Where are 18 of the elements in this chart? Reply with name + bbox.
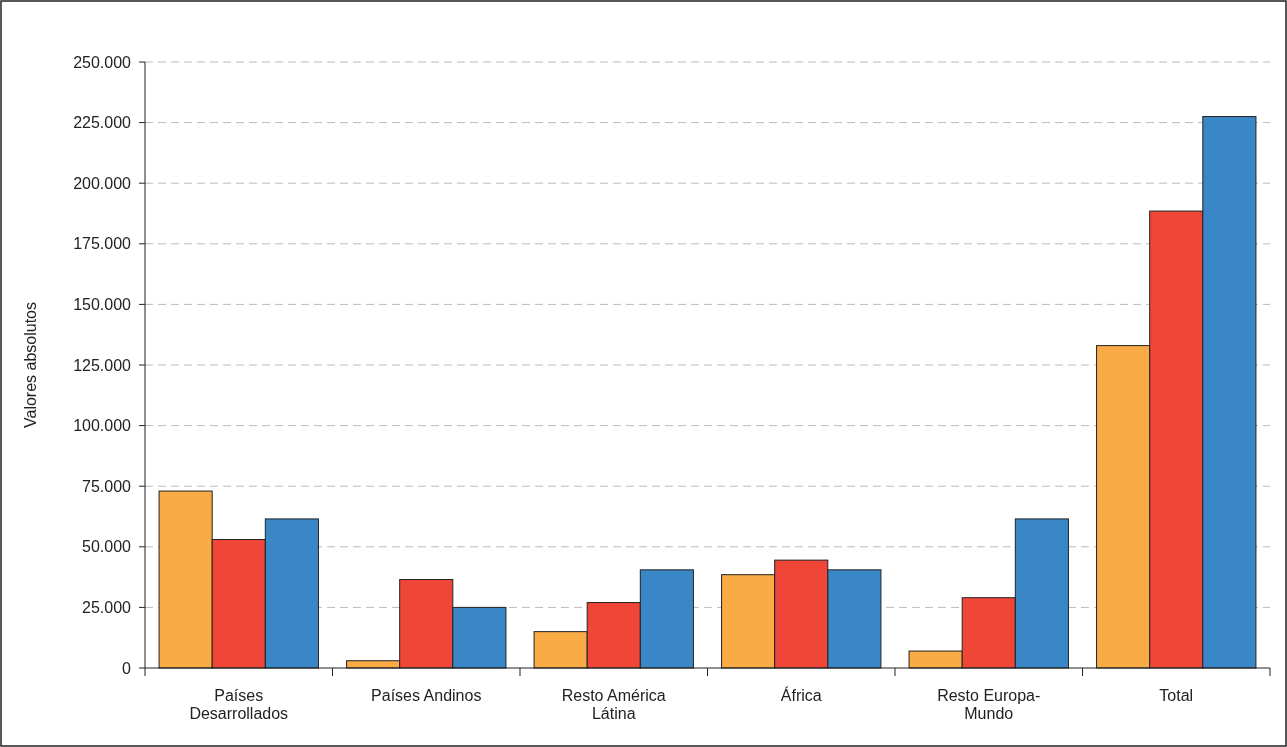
x-tick-label: Total [1159, 687, 1194, 704]
x-tick-label: Países Desarrollados [189, 687, 289, 723]
y-axis-title: Valores absolutos [22, 302, 39, 428]
y-tick-label: 225.000 [73, 114, 132, 132]
y-tick-label: 250.000 [73, 53, 132, 71]
y-tick-label: 150.000 [73, 296, 132, 313]
x-tick-label: Países Andinos [371, 687, 482, 704]
x-tick-label: Resto América Látina [561, 687, 666, 723]
y-tick-label: 50.000 [82, 538, 132, 556]
y-tick-label: 125.000 [73, 356, 132, 374]
y-tick-label: 75.000 [82, 477, 132, 495]
y-tick-label: 200.000 [73, 174, 132, 192]
y-tick-label: 100.000 [73, 417, 132, 435]
y-tick-label: 175.000 [73, 235, 132, 253]
x-tick-label: África [780, 686, 822, 704]
y-tick-label: 0 [122, 659, 132, 677]
x-tick-label: Resto Europa-Mundo [937, 687, 1041, 723]
y-tick-label: 25.000 [82, 599, 132, 616]
